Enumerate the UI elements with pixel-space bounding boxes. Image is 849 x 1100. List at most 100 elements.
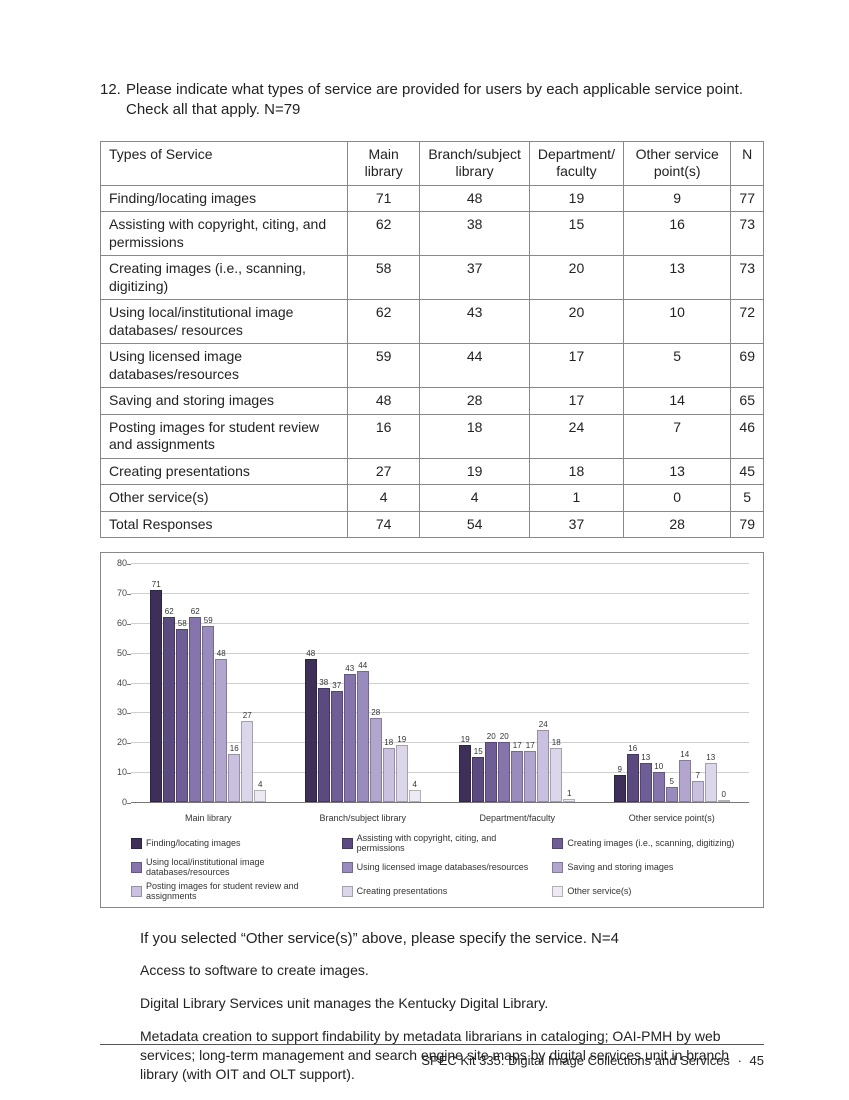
bar: 0: [718, 800, 730, 802]
bar-value-label: 24: [539, 720, 548, 729]
table-header: Other service point(s): [623, 141, 730, 185]
row-value: 18: [529, 458, 623, 485]
legend-item: Posting images for student review and as…: [131, 881, 332, 901]
bar: 62: [189, 617, 201, 802]
bar-value-label: 27: [243, 711, 252, 720]
legend-swatch: [342, 886, 353, 897]
row-value: 69: [731, 344, 764, 388]
page-footer: SPEC Kit 335: Digital Image Collections …: [421, 1053, 764, 1068]
row-value: 13: [623, 458, 730, 485]
row-value: 10: [623, 300, 730, 344]
bar: 17: [524, 751, 536, 802]
bar: 20: [498, 742, 510, 802]
row-value: 19: [529, 185, 623, 212]
legend-swatch: [342, 862, 353, 873]
bar: 43: [344, 674, 356, 802]
row-value: 4: [420, 485, 530, 512]
legend-label: Saving and storing images: [567, 862, 673, 872]
bar-value-label: 28: [371, 708, 380, 717]
bar-value-label: 17: [513, 741, 522, 750]
bar: 37: [331, 691, 343, 802]
legend-swatch: [131, 862, 142, 873]
table-header: Main library: [348, 141, 420, 185]
row-label: Assisting with copyright, citing, and pe…: [101, 212, 348, 256]
row-value: 1: [529, 485, 623, 512]
bar-value-label: 1: [567, 789, 571, 798]
table-header: Department/faculty: [529, 141, 623, 185]
bar: 10: [653, 772, 665, 802]
row-value: 45: [731, 458, 764, 485]
row-value: 44: [420, 344, 530, 388]
legend-label: Creating images (i.e., scanning, digitiz…: [567, 838, 734, 848]
sub-question: If you selected “Other service(s)” above…: [140, 930, 764, 947]
footer-rule: [100, 1044, 764, 1045]
y-tick-label: 50: [113, 648, 127, 658]
row-value: 54: [420, 511, 530, 538]
row-value: 38: [420, 212, 530, 256]
bar: 15: [472, 757, 484, 802]
row-value: 17: [529, 388, 623, 415]
table-row: Saving and storing images4828171465: [101, 388, 764, 415]
bar: 18: [383, 748, 395, 802]
legend-label: Creating presentations: [357, 886, 448, 896]
bar: 48: [305, 659, 317, 802]
bar-value-label: 59: [204, 616, 213, 625]
bar: 44: [357, 671, 369, 802]
x-tick-label: Other service point(s): [595, 813, 750, 823]
legend-swatch: [552, 862, 563, 873]
row-value: 18: [420, 414, 530, 458]
bar: 59: [202, 626, 214, 802]
legend-item: Creating presentations: [342, 881, 543, 901]
row-value: 16: [623, 212, 730, 256]
bar-value-label: 7: [696, 771, 700, 780]
row-value: 43: [420, 300, 530, 344]
row-label: Saving and storing images: [101, 388, 348, 415]
y-tick-label: 0: [113, 797, 127, 807]
bar: 4: [409, 790, 421, 802]
legend-swatch: [342, 838, 353, 849]
bar: 18: [550, 748, 562, 802]
legend-swatch: [131, 838, 142, 849]
bar: 28: [370, 718, 382, 802]
bar-value-label: 62: [191, 607, 200, 616]
bar: 1: [563, 799, 575, 802]
bar-value-label: 16: [230, 744, 239, 753]
bar-value-label: 58: [178, 619, 187, 628]
table-header: Branch/subjectlibrary: [420, 141, 530, 185]
table-row: Total Responses7454372879: [101, 511, 764, 538]
bar-value-label: 37: [332, 681, 341, 690]
y-tick-label: 80: [113, 558, 127, 568]
table-header: N: [731, 141, 764, 185]
service-types-table: Types of ServiceMain libraryBranch/subje…: [100, 141, 764, 539]
row-value: 0: [623, 485, 730, 512]
table-row: Finding/locating images714819977: [101, 185, 764, 212]
bar-group: 71625862594816274: [131, 563, 286, 802]
bar: 16: [228, 754, 240, 802]
row-value: 62: [348, 212, 420, 256]
row-value: 73: [731, 256, 764, 300]
bar: 48: [215, 659, 227, 802]
row-value: 20: [529, 256, 623, 300]
legend-label: Assisting with copyright, citing, and pe…: [357, 833, 543, 853]
row-value: 65: [731, 388, 764, 415]
bar-value-label: 18: [552, 738, 561, 747]
bar-value-label: 17: [526, 741, 535, 750]
row-value: 37: [420, 256, 530, 300]
bar-value-label: 19: [461, 735, 470, 744]
bar: 24: [537, 730, 549, 802]
footer-separator: ·: [734, 1053, 746, 1068]
legend-item: Using local/institutional image database…: [131, 857, 332, 877]
question-text: Please indicate what types of service ar…: [126, 80, 764, 121]
y-tick-label: 20: [113, 737, 127, 747]
page: 12. Please indicate what types of servic…: [0, 0, 849, 1100]
bar-value-label: 4: [413, 780, 417, 789]
row-value: 48: [348, 388, 420, 415]
bar-group: 91613105147130: [595, 563, 750, 802]
row-label: Creating presentations: [101, 458, 348, 485]
row-value: 19: [420, 458, 530, 485]
legend-swatch: [552, 838, 563, 849]
row-label: Creating images (i.e., scanning, digitiz…: [101, 256, 348, 300]
legend-label: Finding/locating images: [146, 838, 241, 848]
x-tick-label: Main library: [131, 813, 286, 823]
row-value: 24: [529, 414, 623, 458]
